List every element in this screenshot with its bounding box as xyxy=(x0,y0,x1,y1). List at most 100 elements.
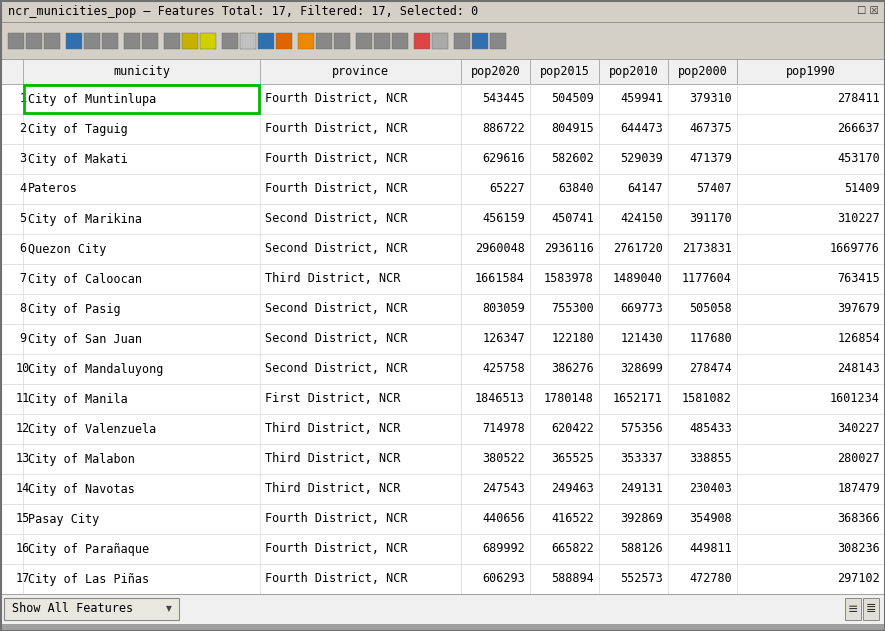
Text: 763415: 763415 xyxy=(837,273,880,285)
Text: 689992: 689992 xyxy=(482,543,525,555)
Bar xyxy=(0,504,885,534)
Text: pop1990: pop1990 xyxy=(786,65,836,78)
Text: City of Parañaque: City of Parañaque xyxy=(28,543,150,555)
Text: pop2015: pop2015 xyxy=(540,65,589,78)
Bar xyxy=(356,33,372,49)
Text: 644473: 644473 xyxy=(620,122,663,136)
Text: 2173831: 2173831 xyxy=(682,242,732,256)
Text: 1583978: 1583978 xyxy=(544,273,594,285)
Bar xyxy=(0,294,885,324)
Bar xyxy=(863,598,879,620)
Bar xyxy=(432,33,448,49)
Text: 392869: 392869 xyxy=(620,512,663,526)
Text: 449811: 449811 xyxy=(689,543,732,555)
Text: 7: 7 xyxy=(19,273,27,285)
Text: City of Makati: City of Makati xyxy=(28,153,127,165)
Bar xyxy=(0,414,885,444)
Bar xyxy=(142,33,158,49)
Text: City of Valenzuela: City of Valenzuela xyxy=(28,423,157,435)
Bar xyxy=(0,204,885,234)
Bar xyxy=(44,33,60,49)
Bar xyxy=(0,0,885,22)
Bar xyxy=(0,22,885,59)
Text: 440656: 440656 xyxy=(482,512,525,526)
Bar xyxy=(200,33,216,49)
Text: 425758: 425758 xyxy=(482,362,525,375)
Bar xyxy=(4,598,179,620)
Text: 278474: 278474 xyxy=(689,362,732,375)
Text: 379310: 379310 xyxy=(689,93,732,105)
Text: Fourth District, NCR: Fourth District, NCR xyxy=(265,153,407,165)
Text: 266637: 266637 xyxy=(837,122,880,136)
Text: province: province xyxy=(332,65,389,78)
Text: 13: 13 xyxy=(16,452,30,466)
Text: 308236: 308236 xyxy=(837,543,880,555)
Text: 505058: 505058 xyxy=(689,302,732,316)
Bar xyxy=(0,594,885,624)
Text: 278411: 278411 xyxy=(837,93,880,105)
Text: 886722: 886722 xyxy=(482,122,525,136)
Text: Show All Features: Show All Features xyxy=(12,603,133,615)
Text: Third District, NCR: Third District, NCR xyxy=(265,423,400,435)
Bar xyxy=(0,534,885,564)
Text: 665822: 665822 xyxy=(551,543,594,555)
Text: 2960048: 2960048 xyxy=(475,242,525,256)
Text: City of Las Piñas: City of Las Piñas xyxy=(28,572,150,586)
Bar xyxy=(334,33,350,49)
Text: 249463: 249463 xyxy=(551,483,594,495)
Bar xyxy=(0,474,885,504)
Text: ncr_municities_pop – Features Total: 17, Filtered: 17, Selected: 0: ncr_municities_pop – Features Total: 17,… xyxy=(8,4,478,18)
Text: 714978: 714978 xyxy=(482,423,525,435)
Text: 14: 14 xyxy=(16,483,30,495)
Text: 6: 6 xyxy=(19,242,27,256)
Text: 340227: 340227 xyxy=(837,423,880,435)
Bar xyxy=(392,33,408,49)
Bar xyxy=(454,33,470,49)
Text: City of Pasig: City of Pasig xyxy=(28,302,120,316)
Text: Fourth District, NCR: Fourth District, NCR xyxy=(265,93,407,105)
Text: 280027: 280027 xyxy=(837,452,880,466)
Text: 1581082: 1581082 xyxy=(682,392,732,406)
Text: Fourth District, NCR: Fourth District, NCR xyxy=(265,122,407,136)
Text: 485433: 485433 xyxy=(689,423,732,435)
Text: 391170: 391170 xyxy=(689,213,732,225)
Bar xyxy=(490,33,506,49)
Bar xyxy=(0,144,885,174)
Text: 122180: 122180 xyxy=(551,333,594,346)
Text: 4: 4 xyxy=(19,182,27,196)
Text: pop2020: pop2020 xyxy=(471,65,520,78)
Text: 1601234: 1601234 xyxy=(830,392,880,406)
Text: 12: 12 xyxy=(16,423,30,435)
Text: ☐ ☒: ☐ ☒ xyxy=(858,6,879,16)
Text: 1846513: 1846513 xyxy=(475,392,525,406)
Text: 187479: 187479 xyxy=(837,483,880,495)
Text: pop2010: pop2010 xyxy=(609,65,658,78)
Text: 424150: 424150 xyxy=(620,213,663,225)
Text: 582602: 582602 xyxy=(551,153,594,165)
Text: 57407: 57407 xyxy=(696,182,732,196)
Text: Second District, NCR: Second District, NCR xyxy=(265,333,407,346)
Text: City of Navotas: City of Navotas xyxy=(28,483,135,495)
Text: Third District, NCR: Third District, NCR xyxy=(265,452,400,466)
Text: 353337: 353337 xyxy=(620,452,663,466)
Bar xyxy=(0,354,885,384)
Text: Second District, NCR: Second District, NCR xyxy=(265,302,407,316)
Bar xyxy=(102,33,118,49)
Text: Third District, NCR: Third District, NCR xyxy=(265,483,400,495)
Text: ≡: ≡ xyxy=(848,603,858,615)
Bar xyxy=(472,33,488,49)
Text: 51409: 51409 xyxy=(844,182,880,196)
Bar xyxy=(8,33,24,49)
Text: 64147: 64147 xyxy=(627,182,663,196)
Text: 629616: 629616 xyxy=(482,153,525,165)
Text: Third District, NCR: Third District, NCR xyxy=(265,273,400,285)
Text: 247543: 247543 xyxy=(482,483,525,495)
Bar xyxy=(374,33,390,49)
Text: 1669776: 1669776 xyxy=(830,242,880,256)
Bar xyxy=(240,33,256,49)
Text: 620422: 620422 xyxy=(551,423,594,435)
Text: 606293: 606293 xyxy=(482,572,525,586)
Text: City of Taguig: City of Taguig xyxy=(28,122,127,136)
Text: 126854: 126854 xyxy=(837,333,880,346)
Text: 9: 9 xyxy=(19,333,27,346)
